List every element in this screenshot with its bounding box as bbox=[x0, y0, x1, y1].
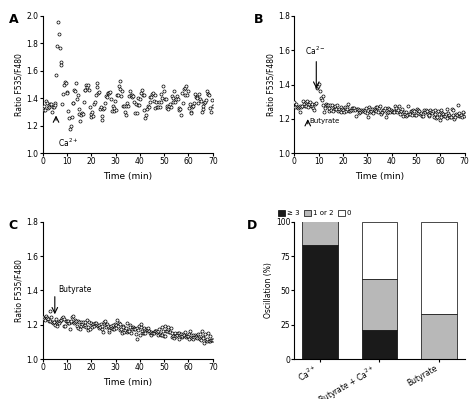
Text: D: D bbox=[247, 219, 257, 232]
X-axis label: Time (min): Time (min) bbox=[103, 172, 152, 181]
Y-axis label: Ratio F535/F480: Ratio F535/F480 bbox=[15, 53, 24, 116]
Bar bbox=[421, 314, 457, 359]
X-axis label: Time (min): Time (min) bbox=[103, 378, 152, 387]
Text: C: C bbox=[9, 219, 18, 232]
Bar bbox=[362, 330, 397, 359]
Bar bbox=[421, 222, 457, 314]
Bar bbox=[302, 245, 338, 359]
Bar bbox=[362, 222, 397, 279]
Y-axis label: Oscillation (%): Oscillation (%) bbox=[264, 263, 273, 318]
Text: Ca$^{2+}$: Ca$^{2+}$ bbox=[58, 137, 79, 149]
Text: Butyrate: Butyrate bbox=[58, 285, 92, 294]
Bar bbox=[362, 279, 397, 330]
Text: Butyrate: Butyrate bbox=[310, 118, 340, 124]
Text: A: A bbox=[9, 13, 18, 26]
Text: B: B bbox=[254, 13, 263, 26]
Text: Ca$^{2-}$: Ca$^{2-}$ bbox=[305, 45, 326, 57]
Y-axis label: Ratio F535/F480: Ratio F535/F480 bbox=[266, 53, 275, 116]
Bar bbox=[302, 221, 338, 245]
Y-axis label: Ratio F535/F480: Ratio F535/F480 bbox=[15, 259, 24, 322]
Legend: ≥ 3, 1 or 2, 0: ≥ 3, 1 or 2, 0 bbox=[277, 209, 352, 217]
X-axis label: Time (min): Time (min) bbox=[355, 172, 404, 181]
